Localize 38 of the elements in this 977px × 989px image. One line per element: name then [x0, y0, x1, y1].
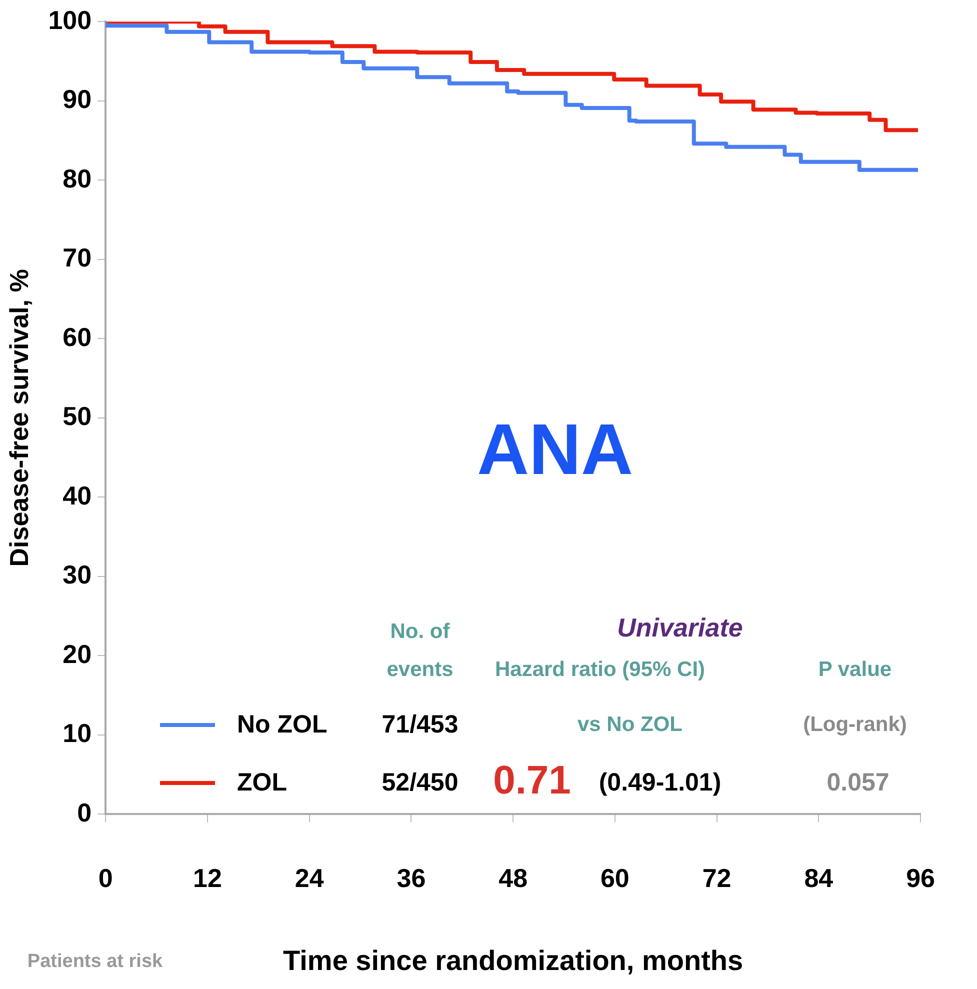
- y-tick-label: 100: [48, 4, 92, 35]
- y-tick-label: 60: [62, 322, 92, 352]
- y-tick-label: 90: [62, 84, 92, 114]
- x-tick-label: 36: [396, 862, 426, 893]
- text: Patients at risk: [27, 951, 163, 973]
- y-tick-label: 0: [77, 797, 92, 828]
- annotation: 0.057: [826, 768, 890, 798]
- y-tick-label: 10: [62, 718, 92, 748]
- y-tick-label: 80: [62, 163, 92, 194]
- x-tick-label: 96: [906, 862, 935, 893]
- annotation: (0.49-1.01): [598, 768, 722, 798]
- text: ANA: [477, 409, 633, 491]
- y-tick-label: 30: [62, 560, 92, 590]
- annotation: No. of: [390, 620, 450, 644]
- annotation: 52/450: [382, 768, 458, 798]
- y-tick-label: 70: [62, 242, 92, 273]
- x-tick-label: 0: [98, 862, 113, 893]
- annotation: vs No ZOL: [577, 713, 683, 737]
- legend-label: No ZOL: [237, 710, 328, 740]
- y-tick-label: 40: [62, 480, 92, 510]
- annotation: 0.71: [493, 758, 571, 804]
- y-tick-label: 20: [62, 638, 92, 669]
- x-tick-label: 60: [600, 862, 630, 893]
- y-axis-title: Disease-free survival, %: [4, 269, 34, 567]
- annotation: (Log-rank): [803, 713, 907, 737]
- x-tick-label: 72: [702, 862, 732, 893]
- x-axis-title: Time since randomization, months: [283, 944, 744, 976]
- annotation: 71/453: [382, 710, 458, 740]
- y-tick-label: 50: [62, 401, 92, 432]
- annotation: Univariate: [617, 612, 743, 644]
- x-tick-label: 48: [498, 862, 528, 893]
- x-tick-label: 24: [294, 862, 324, 893]
- annotation: events: [386, 658, 454, 682]
- x-tick-label: 12: [192, 862, 222, 893]
- annotation: Hazard ratio (95% CI): [494, 658, 706, 682]
- x-tick-label: 84: [804, 862, 834, 893]
- legend-label: ZOL: [237, 768, 287, 798]
- annotation: P value: [818, 658, 892, 682]
